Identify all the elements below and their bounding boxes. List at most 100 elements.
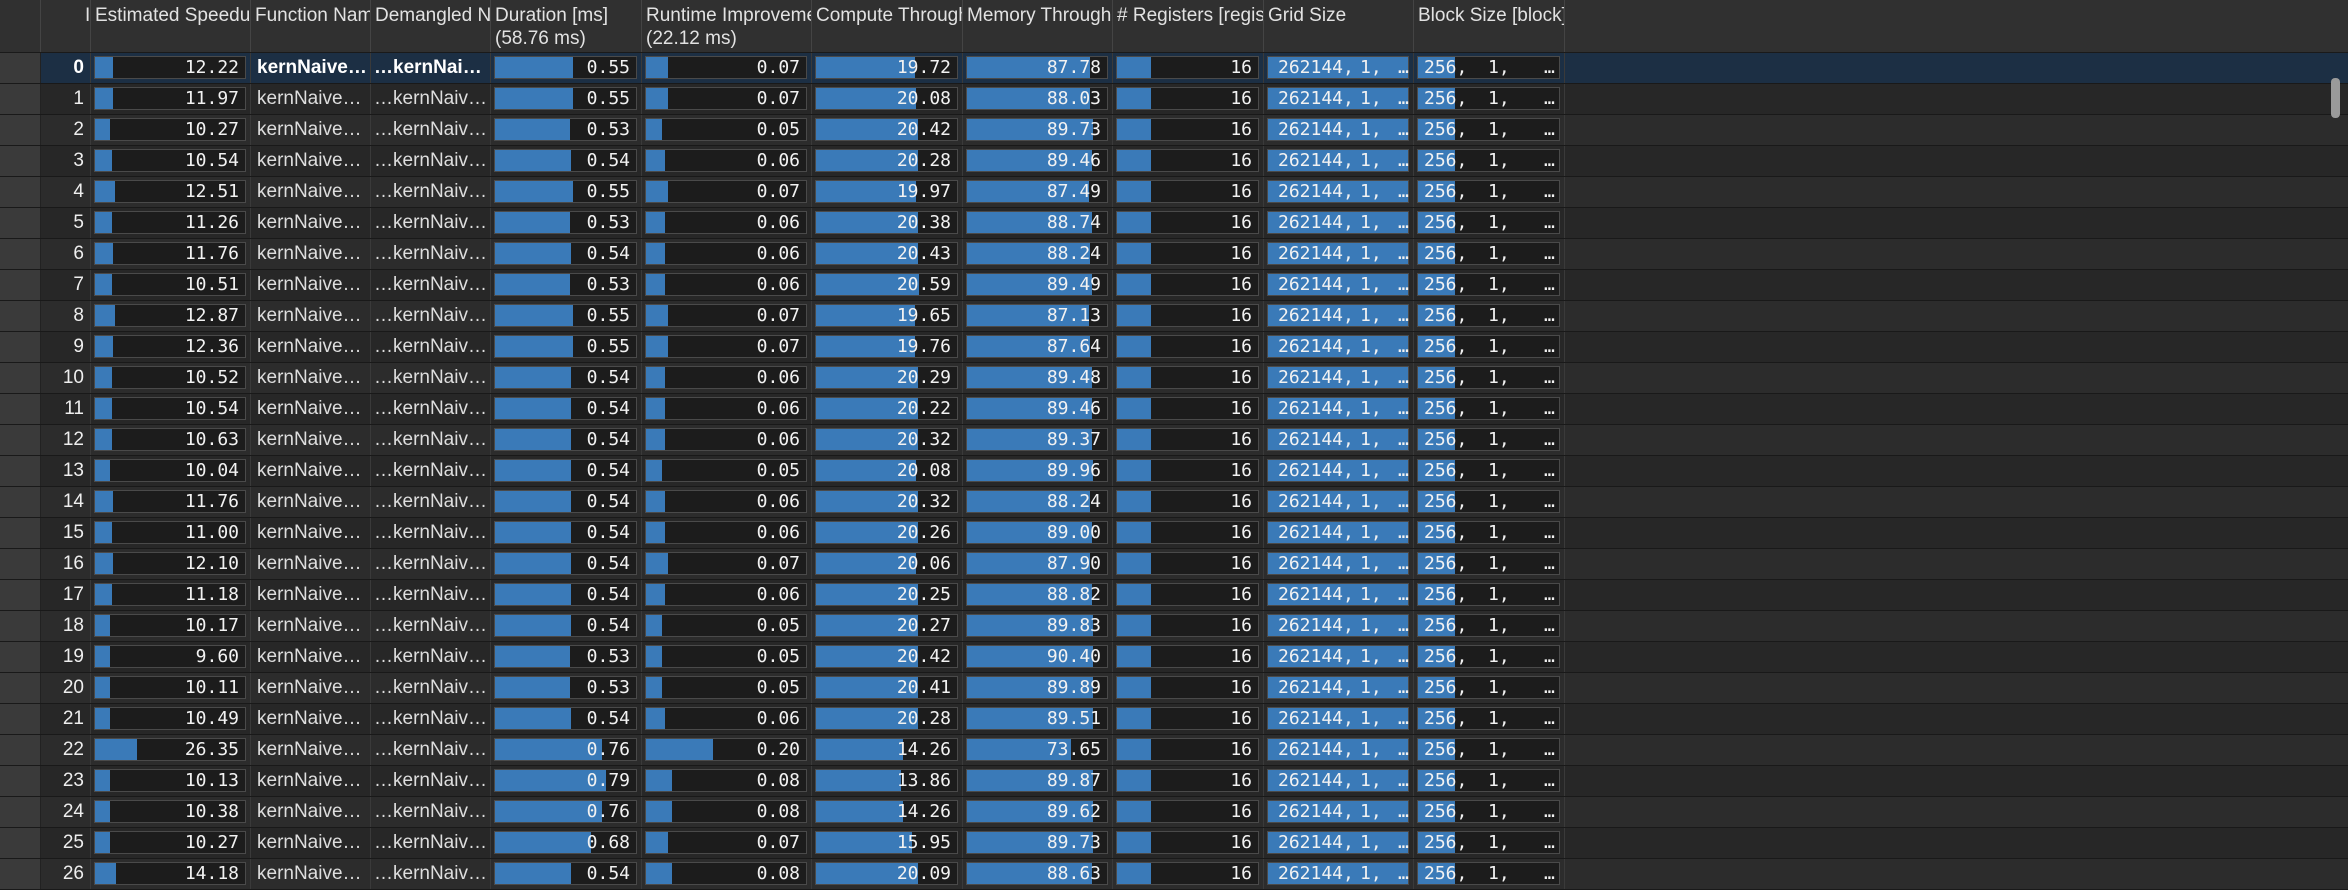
cell-function-name: kernNaiveScanItera… (251, 332, 371, 362)
row-header-gutter[interactable] (0, 704, 41, 734)
column-header-demangled[interactable]: Demangled Name (371, 0, 491, 52)
bar-fill (495, 615, 572, 636)
table-row[interactable]: 0 kernNaiveScanIter……kernNaiveScanIte… 12.… (0, 53, 2348, 84)
table-row[interactable]: 3 kernNaiveScanItera……kernNaiveScanIter… 1… (0, 146, 2348, 177)
bar-track: 20.29 (815, 366, 958, 389)
bar-track: 0.54 (494, 366, 637, 389)
table-row[interactable]: 11 kernNaiveScanItera……kernNaiveScanIter…… (0, 394, 2348, 425)
column-header-duration[interactable]: Duration [ms] (58.76 ms) (491, 0, 642, 52)
bar-track: 0.53 (494, 645, 637, 668)
table-row[interactable]: 8 kernNaiveScanItera……kernNaiveScanIter… 1… (0, 301, 2348, 332)
cell-speedup: 11.76 (91, 239, 251, 269)
row-header-gutter[interactable] (0, 828, 41, 858)
bar-fill (1117, 584, 1151, 605)
table-row[interactable]: 9 kernNaiveScanItera……kernNaiveScanIter… 1… (0, 332, 2348, 363)
cell-block: 256, 1,… (1414, 766, 1565, 796)
table-row[interactable]: 19 kernNaiveScanItera……kernNaiveScanIter…… (0, 642, 2348, 673)
bar-fill (646, 770, 672, 791)
cell-compute: 20.08 (812, 84, 963, 114)
row-header-gutter[interactable] (0, 208, 41, 238)
table-row[interactable]: 23 kernNaiveScanItera……kernNaiveScanIter…… (0, 766, 2348, 797)
cell-runtime: 0.06 (642, 270, 812, 300)
row-header-gutter[interactable] (0, 363, 41, 393)
cell-id: 9 (41, 332, 91, 362)
table-row[interactable]: 2 kernNaiveScanItera……kernNaiveScanIter… 1… (0, 115, 2348, 146)
cell-compute: 20.41 (812, 673, 963, 703)
column-header-grid[interactable]: Grid Size (1264, 0, 1414, 52)
grid-dimension-1: 1, (1360, 832, 1382, 853)
row-header-gutter[interactable] (0, 456, 41, 486)
cell-grid: 262144, 1,… (1264, 611, 1414, 641)
row-header-gutter[interactable] (0, 766, 41, 796)
bar-value: 0.54 (586, 584, 630, 605)
table-row[interactable]: 22 kernNaiveScanIter……kernNaiveScanIter… 2… (0, 735, 2348, 766)
table-row[interactable]: 10 kernNaiveScanItera……kernNaiveScanIter…… (0, 363, 2348, 394)
bar-value: 16 (1230, 88, 1252, 109)
column-header-runtime[interactable]: Runtime Improvement [ms](22.12 ms) (642, 0, 812, 52)
column-header-speedup[interactable]: Estimated Speedup [%] (91, 0, 251, 52)
cell-function-name: kernNaiveScanItera… (251, 611, 371, 641)
table-row[interactable]: 16 kernNaiveScanItera……kernNaiveScanIter…… (0, 549, 2348, 580)
row-header-gutter[interactable] (0, 735, 41, 765)
table-row[interactable]: 6 kernNaiveScanItera……kernNaiveScanIter… 1… (0, 239, 2348, 270)
row-header-gutter[interactable] (0, 177, 41, 207)
row-header-gutter[interactable] (0, 301, 41, 331)
row-header-gutter[interactable] (0, 270, 41, 300)
bar-track: 262144, 1,… (1267, 676, 1409, 699)
cell-id: 11 (41, 394, 91, 424)
row-header-gutter[interactable] (0, 859, 41, 889)
table-row[interactable]: 13 kernNaiveScanItera……kernNaiveScanIter…… (0, 456, 2348, 487)
table-row[interactable]: 14 kernNaiveScanItera……kernNaiveScanIter…… (0, 487, 2348, 518)
row-header-gutter[interactable] (0, 673, 41, 703)
grid-dimension-1: 1, (1360, 584, 1382, 605)
cell-duration: 0.54 (491, 363, 642, 393)
row-header-gutter[interactable] (0, 115, 41, 145)
row-header-gutter[interactable] (0, 580, 41, 610)
bar-fill (816, 739, 904, 760)
column-header-block[interactable]: Block Size [block] (1414, 0, 1565, 52)
bar-value: 20.25 (896, 584, 951, 605)
bar-value: 0.06 (756, 708, 800, 729)
column-header-id[interactable]: ID (41, 0, 91, 52)
column-header-registers[interactable]: # Registers [register/thread] (1113, 0, 1264, 52)
bar-fill (1418, 274, 1455, 295)
table-row[interactable]: 17 kernNaiveScanItera……kernNaiveScanIter…… (0, 580, 2348, 611)
bar-track: 0.53 (494, 273, 637, 296)
column-header-func[interactable]: Function Name (251, 0, 371, 52)
table-row[interactable]: 1 kernNaiveScanItera……kernNaiveScanIter… 1… (0, 84, 2348, 115)
grid-dimension-1: 1, (1360, 863, 1382, 884)
block-dimension-1: 1, (1488, 863, 1510, 884)
row-header-gutter[interactable] (0, 84, 41, 114)
bar-value: 16 (1230, 739, 1252, 760)
table-row[interactable]: 21 kernNaiveScanItera……kernNaiveScanIter…… (0, 704, 2348, 735)
table-row[interactable]: 7 kernNaiveScanItera……kernNaiveScanIter… 1… (0, 270, 2348, 301)
table-row[interactable]: 15 kernNaiveScanItera……kernNaiveScanIter…… (0, 518, 2348, 549)
row-header-gutter[interactable] (0, 53, 41, 83)
row-header-gutter[interactable] (0, 394, 41, 424)
row-header-gutter[interactable] (0, 332, 41, 362)
table-row[interactable]: 12 kernNaiveScanItera……kernNaiveScanIter…… (0, 425, 2348, 456)
row-header-gutter[interactable] (0, 549, 41, 579)
grid-dimension-0: 262144, (1278, 57, 1354, 78)
column-header-memory[interactable]: Memory Throughput [%] (963, 0, 1113, 52)
row-header-gutter[interactable] (0, 146, 41, 176)
row-header-gutter[interactable] (0, 239, 41, 269)
table-row[interactable]: 4 kernNaiveScanItera……kernNaiveScanIter… 1… (0, 177, 2348, 208)
table-row[interactable]: 18 kernNaiveScanItera……kernNaiveScanIter…… (0, 611, 2348, 642)
table-row[interactable]: 25 kernNaiveScanItera……kernNaiveScanIter…… (0, 828, 2348, 859)
row-header-gutter[interactable] (0, 518, 41, 548)
table-row[interactable]: 5 kernNaiveScanItera……kernNaiveScanIter… 1… (0, 208, 2348, 239)
row-header-gutter[interactable] (0, 797, 41, 827)
table-row[interactable]: 20 kernNaiveScanItera……kernNaiveScanIter…… (0, 673, 2348, 704)
vertical-scrollbar-thumb[interactable] (2331, 78, 2340, 118)
row-header-gutter[interactable] (0, 642, 41, 672)
row-header-gutter[interactable] (0, 611, 41, 641)
row-header-gutter[interactable] (0, 425, 41, 455)
cell-registers: 16 (1113, 425, 1264, 455)
bar-track: 20.06 (815, 552, 958, 575)
row-header-gutter[interactable] (0, 487, 41, 517)
table-row[interactable]: 26 kernNaiveScanShift…kernNaiveScanShi… 14… (0, 859, 2348, 890)
bar-fill (95, 57, 113, 78)
column-header-compute[interactable]: Compute Throughput [%] (812, 0, 963, 52)
table-row[interactable]: 24 kernNaiveScanItera……kernNaiveScanIter…… (0, 797, 2348, 828)
